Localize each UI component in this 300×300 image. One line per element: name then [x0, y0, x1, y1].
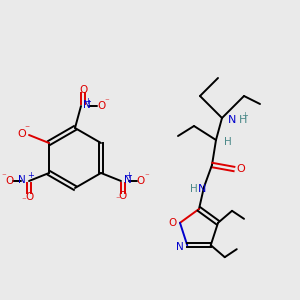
Text: +: +	[28, 172, 34, 181]
Text: +: +	[242, 112, 248, 121]
Text: N: N	[228, 115, 236, 125]
Text: O: O	[169, 218, 177, 228]
Text: +: +	[125, 172, 132, 181]
Text: O: O	[18, 129, 26, 139]
Text: N: N	[176, 242, 184, 252]
Text: O: O	[79, 85, 87, 95]
Text: N: N	[124, 175, 132, 185]
Text: N: N	[83, 100, 91, 110]
Text: O: O	[97, 101, 105, 111]
Text: O: O	[137, 176, 145, 186]
Text: O: O	[237, 164, 245, 174]
Text: H: H	[239, 115, 248, 125]
Text: ⁻: ⁻	[105, 98, 110, 106]
Text: ⁻: ⁻	[25, 124, 30, 134]
Text: ⁻: ⁻	[22, 196, 26, 206]
Text: O: O	[25, 192, 33, 202]
Text: O: O	[119, 191, 127, 201]
Text: ⁻: ⁻	[116, 196, 120, 205]
Text: +: +	[85, 97, 92, 106]
Text: ⁻: ⁻	[145, 172, 149, 182]
Text: H: H	[224, 137, 232, 147]
Text: N: N	[18, 175, 26, 185]
Text: ⁻: ⁻	[2, 172, 6, 182]
Text: H: H	[190, 184, 198, 194]
Text: O: O	[5, 176, 13, 186]
Text: N: N	[198, 184, 206, 194]
